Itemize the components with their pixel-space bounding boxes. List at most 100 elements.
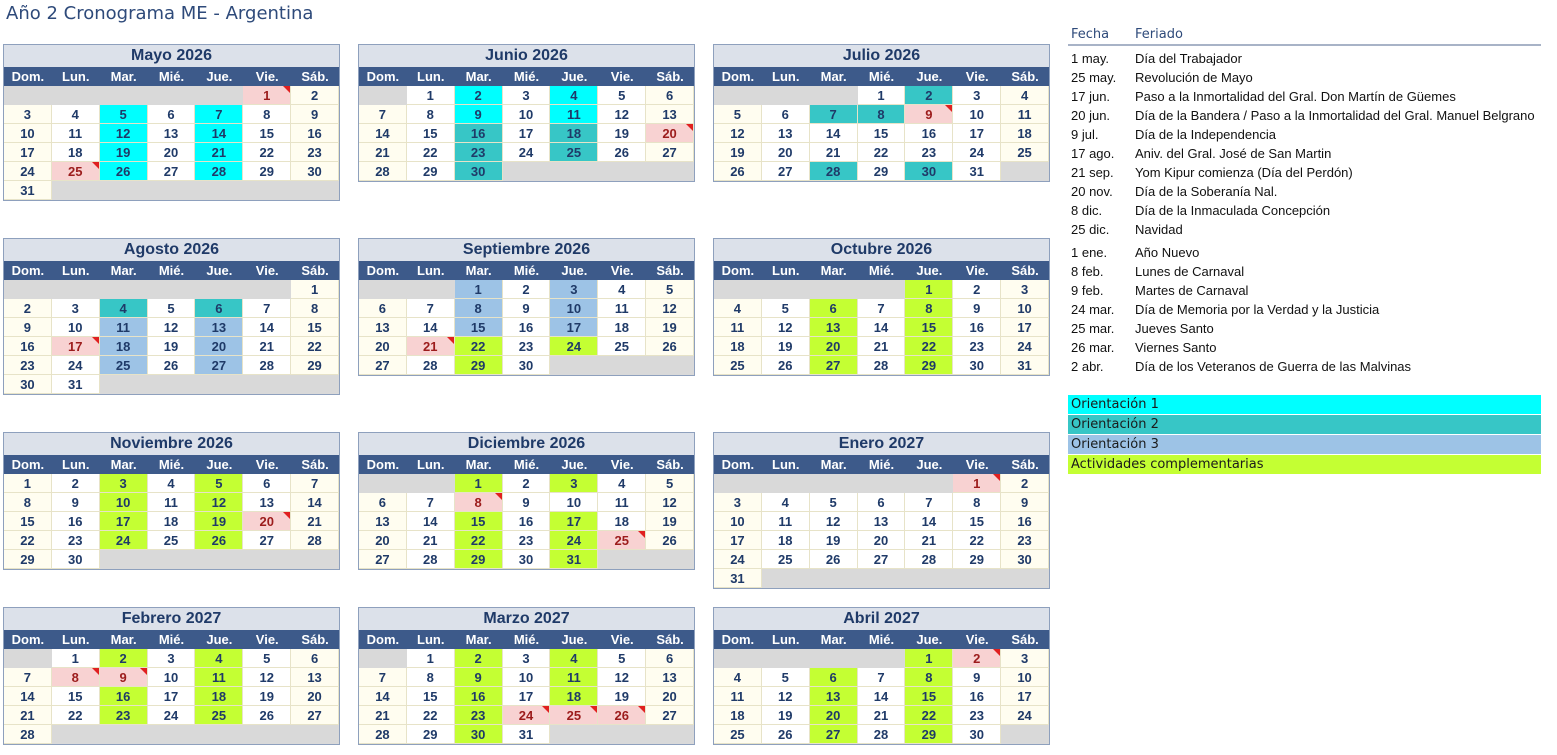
day-cell: 23 <box>51 531 100 550</box>
weekday-label: Lun. <box>417 263 445 278</box>
day-cell: 31 <box>4 181 52 200</box>
empty-day-cell <box>761 649 810 668</box>
empty-day-cell <box>4 649 52 668</box>
day-cell: 4 <box>1001 86 1049 105</box>
day-cell: 29 <box>406 162 455 181</box>
weekday-label: Dom. <box>11 457 45 472</box>
weekday-label: Sáb. <box>1011 69 1039 84</box>
weekday-label: Lun. <box>772 457 800 472</box>
day-cell: 10 <box>953 105 1002 124</box>
weekday-label: Dom. <box>721 263 755 278</box>
empty-day-cell <box>646 356 694 375</box>
day-cell: 13 <box>147 124 196 143</box>
day-cell: 23 <box>502 337 551 356</box>
holiday-day-cell: 24 <box>502 706 551 725</box>
empty-day-cell <box>147 725 196 744</box>
day-cell: 20 <box>857 531 906 550</box>
day-cell: 9 <box>454 668 503 687</box>
weekday-label: Vie. <box>255 69 279 84</box>
day-cell: 1 <box>51 649 100 668</box>
holiday-row: 20 nov. Día de la Soberanía Nal. <box>1068 182 1541 201</box>
weekday-label: Vie. <box>610 457 634 472</box>
month-title: Marzo 2027 <box>359 608 694 630</box>
day-cell: 2 <box>4 299 52 318</box>
day-cell: 6 <box>359 493 407 512</box>
day-cell: 19 <box>195 512 244 531</box>
day-cell: 30 <box>51 550 100 569</box>
day-cell: 27 <box>195 356 244 375</box>
day-cell: 21 <box>243 337 292 356</box>
day-cell: 15 <box>905 318 954 337</box>
weekday-label: Jue. <box>561 632 588 647</box>
empty-day-cell <box>359 649 407 668</box>
day-cell: 17 <box>550 512 599 531</box>
day-cell: 15 <box>905 687 954 706</box>
day-cell: 18 <box>195 687 244 706</box>
day-cell: 11 <box>99 318 148 337</box>
day-cell: 27 <box>809 725 858 744</box>
empty-day-cell <box>291 375 339 394</box>
day-cell: 2 <box>454 86 503 105</box>
weekday-label: Sáb. <box>656 263 684 278</box>
day-cell: 16 <box>502 318 551 337</box>
day-cell: 15 <box>4 512 52 531</box>
empty-day-cell <box>761 86 810 105</box>
day-cell: 7 <box>857 299 906 318</box>
holiday-date-header: Fecha <box>1071 27 1110 42</box>
weekday-label: Dom. <box>721 69 755 84</box>
holiday-name: Día de la Bandera / Paso a la Inmortalid… <box>1135 108 1535 123</box>
day-cell: 23 <box>1001 531 1049 550</box>
day-cell: 23 <box>953 706 1002 725</box>
holiday-row: 21 sep. Yom Kipur comienza (Día del Perdó… <box>1068 163 1541 182</box>
weekday-label: Mié. <box>158 263 185 278</box>
day-cell: 12 <box>598 105 647 124</box>
weekday-label: Jue. <box>206 69 233 84</box>
weekday-label: Sáb. <box>656 457 684 472</box>
empty-day-cell <box>598 725 647 744</box>
day-cell: 25 <box>714 725 762 744</box>
day-cell: 3 <box>51 299 100 318</box>
day-cell: 1 <box>857 86 906 105</box>
day-cell: 29 <box>291 356 339 375</box>
day-cell: 13 <box>359 318 407 337</box>
day-cell: 1 <box>905 649 954 668</box>
holiday-row: 8 feb. Lunes de Carnaval <box>1068 262 1541 281</box>
day-cell: 26 <box>809 550 858 569</box>
holiday-name: Revolución de Mayo <box>1135 70 1253 85</box>
day-cell: 5 <box>646 474 694 493</box>
holiday-date: 20 jun. <box>1071 108 1111 123</box>
day-cell: 23 <box>905 143 954 162</box>
day-cell: 21 <box>857 337 906 356</box>
day-cell: 6 <box>761 105 810 124</box>
day-cell: 7 <box>359 668 407 687</box>
holiday-day-cell: 25 <box>550 706 599 725</box>
day-cell: 14 <box>195 124 244 143</box>
holiday-name: Viernes Santo <box>1135 340 1217 355</box>
weekday-label: Sáb. <box>301 263 329 278</box>
day-cell: 8 <box>243 105 292 124</box>
empty-day-cell <box>195 86 244 105</box>
day-cell: 22 <box>454 531 503 550</box>
holiday-date: 26 mar. <box>1071 340 1115 355</box>
empty-day-cell <box>761 280 810 299</box>
weekday-label: Mar. <box>465 632 492 647</box>
empty-day-cell <box>243 280 292 299</box>
empty-day-cell <box>243 550 292 569</box>
day-cell: 2 <box>953 280 1002 299</box>
holiday-name: Día de la Independencia <box>1135 127 1276 142</box>
day-cell: 14 <box>359 687 407 706</box>
day-cell: 28 <box>4 725 52 744</box>
day-cell: 3 <box>1001 649 1049 668</box>
day-cell: 22 <box>454 337 503 356</box>
empty-day-cell <box>953 569 1002 588</box>
day-cell: 6 <box>359 299 407 318</box>
day-cell: 22 <box>406 706 455 725</box>
day-cell: 15 <box>454 512 503 531</box>
empty-day-cell <box>359 474 407 493</box>
holiday-day-cell: 2 <box>953 649 1002 668</box>
weekday-label: Sáb. <box>1011 263 1039 278</box>
empty-day-cell <box>1001 569 1049 588</box>
day-cell: 6 <box>243 474 292 493</box>
day-cell: 8 <box>291 299 339 318</box>
day-cell: 12 <box>761 687 810 706</box>
